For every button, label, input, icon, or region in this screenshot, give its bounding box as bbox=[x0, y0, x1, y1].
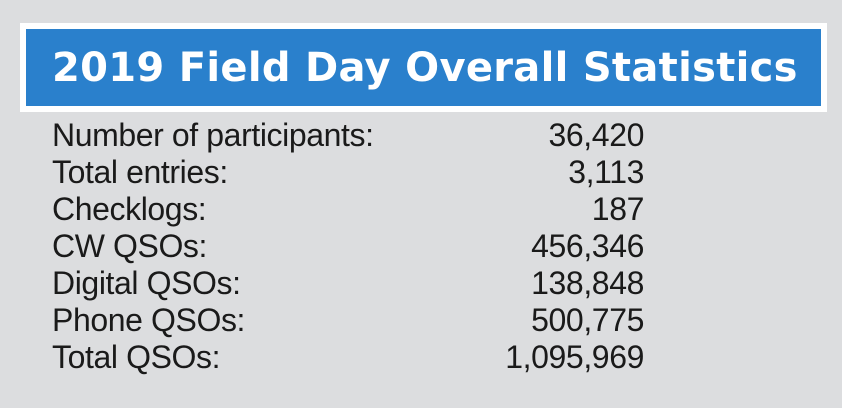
stat-value: 1,095,969 bbox=[505, 339, 644, 375]
statistics-list: Number of participants: 36,420 Total ent… bbox=[52, 117, 644, 376]
page-title: 2019 Field Day Overall Statistics bbox=[52, 44, 798, 91]
stat-row-checklogs: Checklogs: 187 bbox=[52, 191, 644, 228]
stat-label: Checklogs: bbox=[52, 191, 207, 227]
stat-row-total-qsos: Total QSOs: 1,095,969 bbox=[52, 339, 644, 376]
stat-row-cw-qsos: CW QSOs: 456,346 bbox=[52, 228, 644, 265]
stat-label: Phone QSOs: bbox=[52, 302, 246, 338]
stat-label: Total entries: bbox=[52, 154, 228, 190]
stat-row-digital-qsos: Digital QSOs: 138,848 bbox=[52, 265, 644, 302]
stat-row-participants: Number of participants: 36,420 bbox=[52, 117, 644, 154]
stat-row-total-entries: Total entries: 3,113 bbox=[52, 154, 644, 191]
stat-label: Total QSOs: bbox=[52, 339, 221, 375]
title-banner: 2019 Field Day Overall Statistics bbox=[26, 29, 821, 106]
stat-value: 36,420 bbox=[548, 117, 645, 153]
stat-row-phone-qsos: Phone QSOs: 500,775 bbox=[52, 302, 644, 339]
stat-value: 456,346 bbox=[531, 228, 644, 264]
stat-value: 500,775 bbox=[531, 302, 644, 338]
stat-value: 138,848 bbox=[531, 265, 644, 301]
stat-value: 187 bbox=[591, 191, 645, 227]
stat-value: 3,113 bbox=[568, 154, 644, 190]
stat-label: Number of participants: bbox=[52, 117, 374, 153]
stat-label: Digital QSOs: bbox=[52, 265, 241, 301]
stat-label: CW QSOs: bbox=[52, 228, 208, 264]
